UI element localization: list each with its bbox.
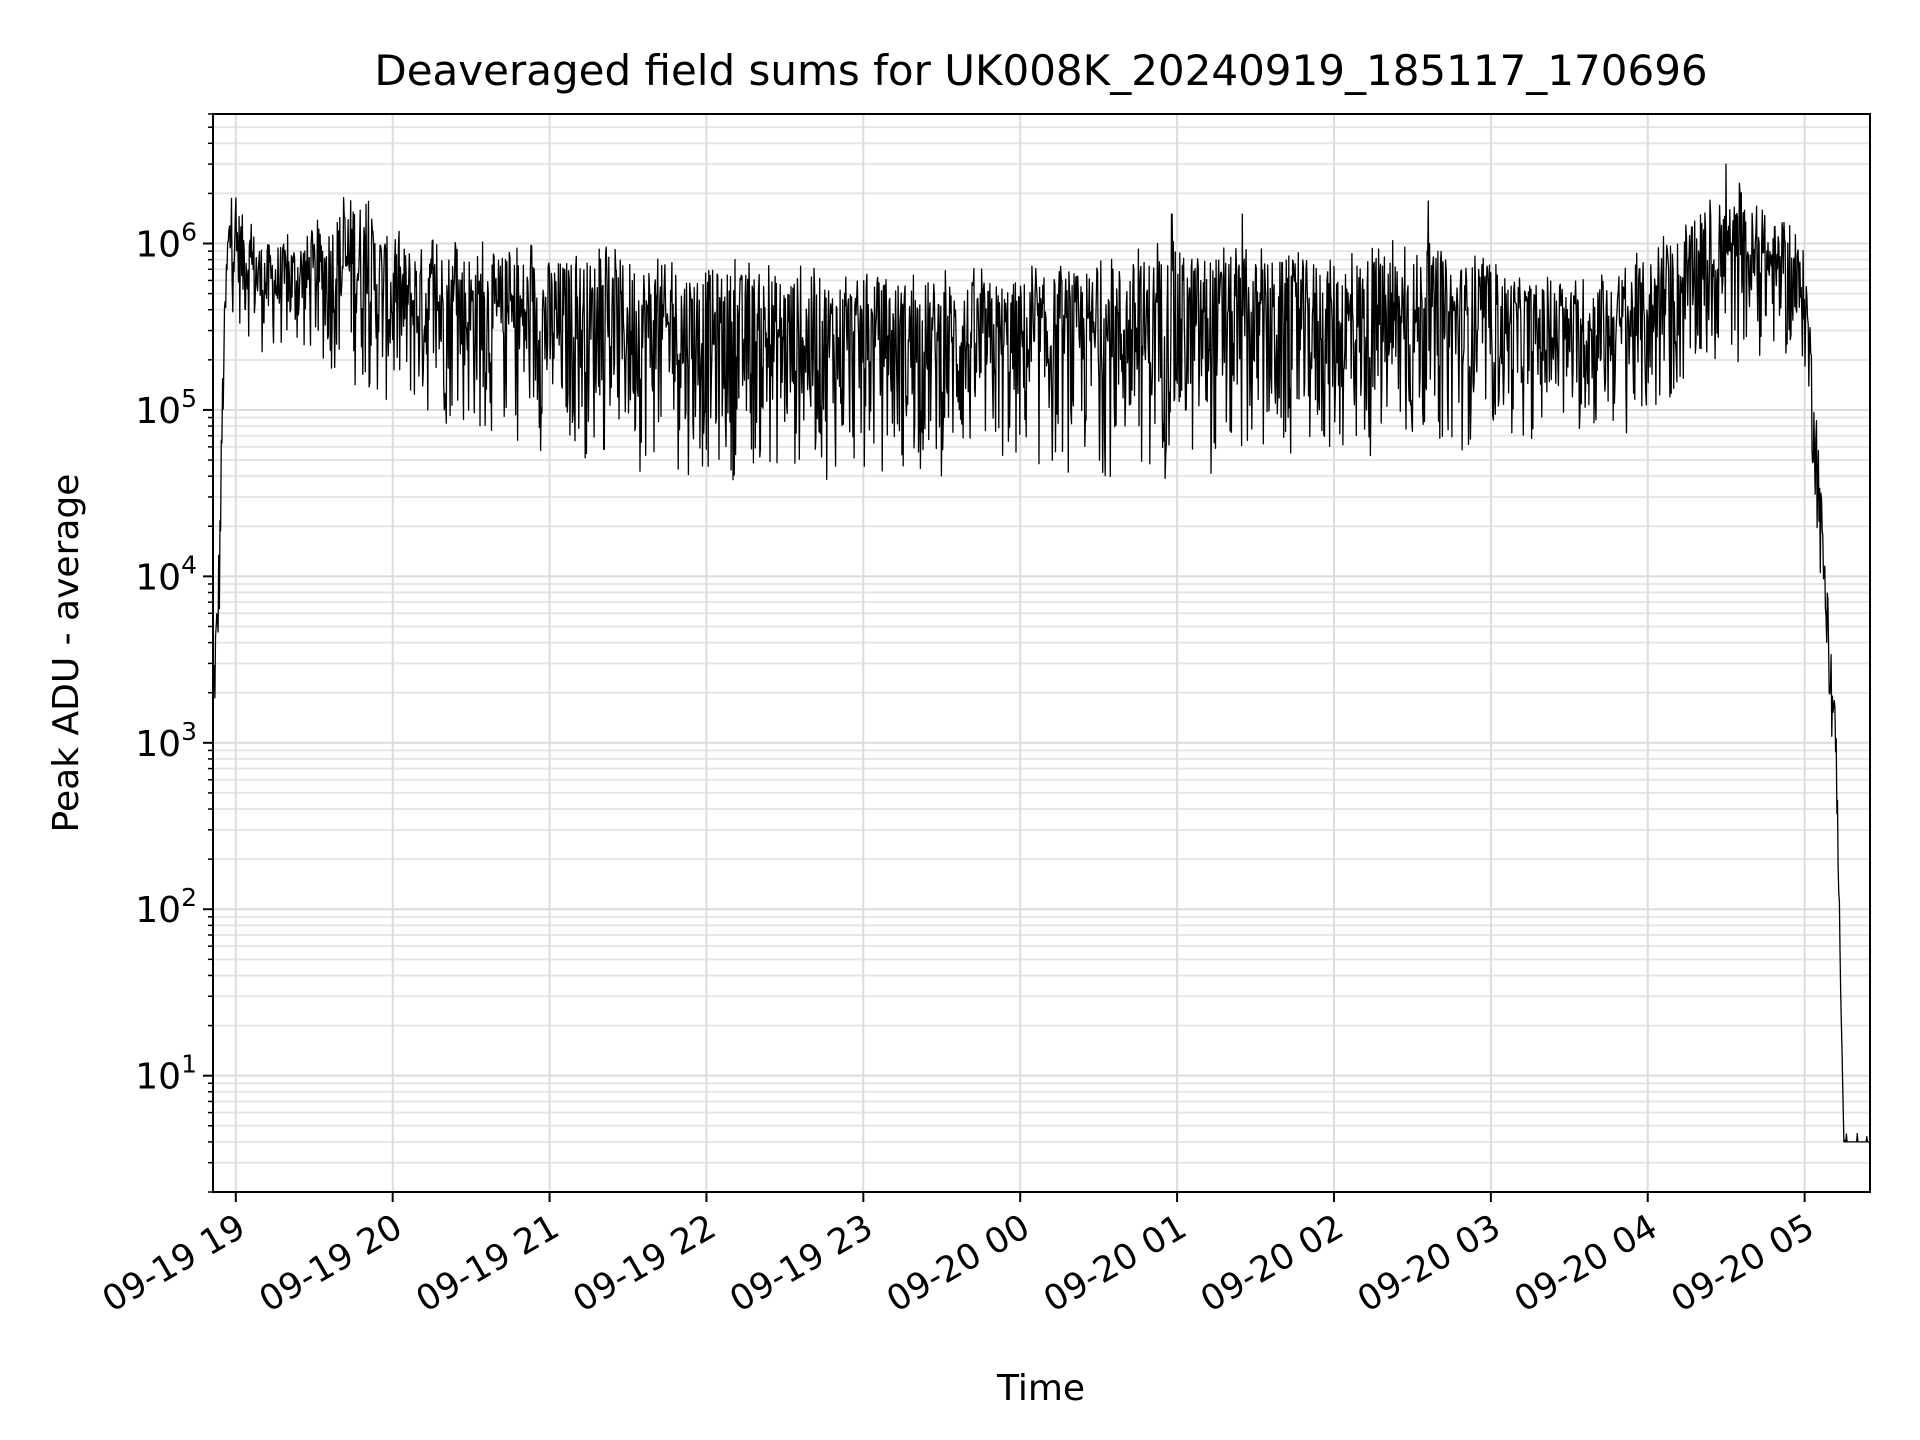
y-tick-label: 104: [135, 550, 197, 598]
x-tick-label: 09-20 00: [880, 1207, 1036, 1320]
x-tick-label: 09-20 01: [1037, 1207, 1193, 1320]
x-axis-label: Time: [996, 1368, 1085, 1409]
series-layer: [213, 163, 1870, 1143]
y-tick-label: 106: [135, 218, 197, 266]
y-axis-label: Peak ADU - average: [46, 474, 87, 833]
y-tick-label: 105: [135, 384, 197, 432]
chart-title: Deaveraged field sums for UK008K_2024091…: [374, 46, 1707, 95]
x-tick-label: 09-20 03: [1351, 1207, 1507, 1320]
x-tick-label: 09-20 04: [1508, 1207, 1664, 1320]
data-series-line: [213, 163, 1870, 1143]
x-tick-label: 09-19 20: [253, 1207, 409, 1320]
plot-frame: [212, 113, 1871, 1193]
y-tick-label: 102: [135, 883, 197, 931]
x-tick-label: 09-19 19: [96, 1207, 252, 1320]
y-tick-label: 101: [135, 1050, 197, 1098]
x-ticks: 09-19 19 09-19 20 09-19 21 09-19 22 09-19 23…: [96, 1192, 1821, 1320]
x-tick-label: 09-19 22: [567, 1207, 723, 1320]
x-tick-label: 09-19 23: [724, 1207, 880, 1320]
y-ticks: 101 102 103 104 105 106: [135, 113, 213, 1193]
y-tick-label: 103: [135, 717, 197, 765]
x-tick-label: 09-20 02: [1194, 1207, 1350, 1320]
x-tick-label: 09-20 05: [1665, 1207, 1821, 1320]
x-tick-label: 09-19 21: [410, 1207, 566, 1320]
